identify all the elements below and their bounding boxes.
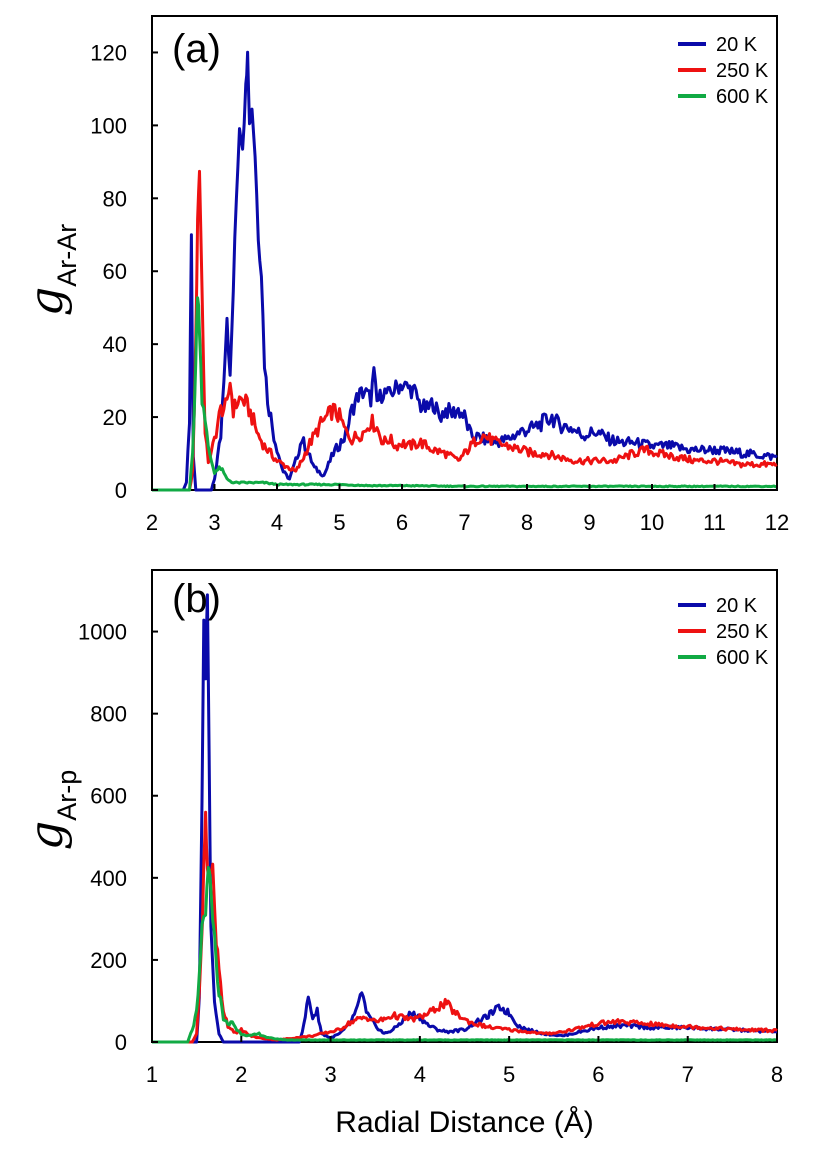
legend-entry: 250 K	[716, 621, 769, 643]
x-tick-label: 10	[640, 510, 664, 535]
x-tick-label: 3	[208, 510, 220, 535]
x-tick-label: 5	[333, 510, 345, 535]
x-tick-label: 7	[458, 510, 470, 535]
y-tick-label: 1000	[78, 620, 127, 645]
series-line-20k	[152, 593, 777, 1044]
x-tick-label: 12	[765, 510, 789, 535]
y-tick-label: 600	[90, 784, 127, 809]
y-tick-label: 80	[103, 186, 127, 211]
y-axis-label-main: g	[19, 287, 73, 316]
series-line-250k	[152, 169, 778, 492]
legend-entry: 250 K	[716, 60, 769, 82]
x-tick-label: 5	[503, 1062, 515, 1087]
series-line-600k	[152, 865, 777, 1044]
x-tick-label: 8	[521, 510, 533, 535]
y-tick-label: 20	[103, 405, 127, 430]
x-tick-label: 6	[396, 510, 408, 535]
x-tick-label: 7	[682, 1062, 694, 1087]
x-tick-label: 8	[771, 1062, 783, 1087]
x-tick-label: 2	[235, 1062, 247, 1087]
legend-entry: 600 K	[716, 647, 769, 669]
y-tick-label: 800	[90, 702, 127, 727]
y-axis-label-sub: Ar-p	[52, 770, 82, 821]
x-tick-label: 2	[146, 510, 158, 535]
x-tick-label: 4	[414, 1062, 426, 1087]
legend-entry: 600 K	[716, 86, 769, 108]
y-axis-label-sub: Ar-Ar	[52, 224, 82, 287]
y-axis-label: gAr-p	[19, 770, 82, 850]
panel-label: (a)	[172, 27, 221, 71]
y-axis-label-main: g	[19, 821, 73, 850]
x-tick-label: 11	[703, 510, 726, 535]
y-tick-label: 100	[90, 113, 127, 138]
y-tick-label: 120	[90, 40, 127, 65]
x-tick-label: 3	[324, 1062, 336, 1087]
x-tick-label: 1	[146, 1062, 158, 1087]
panel-b: 1 2 3 4 5 6 7 8 0 200 400 600 800 1000 (b) 20 K 250 K 600…	[19, 569, 783, 1139]
plot-frame	[151, 569, 778, 1043]
y-tick-label: 60	[103, 259, 127, 284]
series-line-250k	[152, 810, 778, 1044]
y-tick-label: 400	[90, 866, 127, 891]
series-line-600k	[152, 296, 778, 492]
x-tick-label: 6	[592, 1062, 604, 1087]
x-axis-label: Radial Distance (Å)	[335, 1106, 593, 1139]
y-tick-label: 0	[115, 1030, 127, 1055]
legend-entry: 20 K	[716, 34, 758, 56]
legend-entry: 20 K	[716, 595, 758, 617]
x-tick-label: 9	[583, 510, 595, 535]
y-tick-label: 40	[103, 332, 127, 357]
y-tick-label: 0	[115, 478, 127, 503]
y-tick-label: 200	[90, 948, 127, 973]
panel-label: (b)	[172, 577, 221, 621]
y-axis-label: gAr-Ar	[19, 224, 82, 316]
series-line-20k	[152, 50, 778, 492]
x-tick-label: 4	[271, 510, 283, 535]
